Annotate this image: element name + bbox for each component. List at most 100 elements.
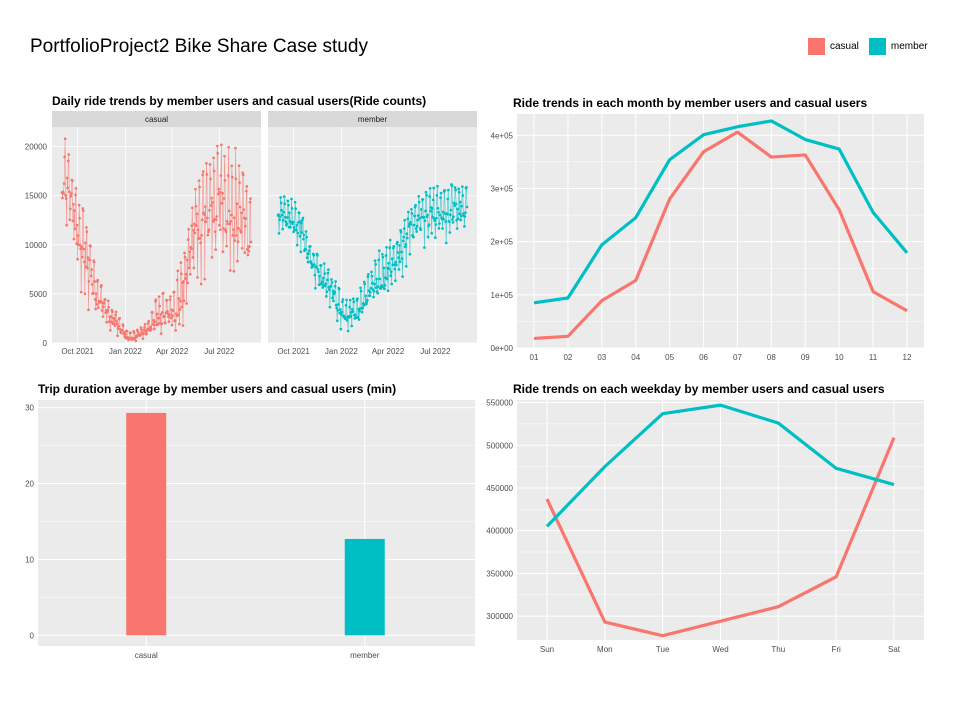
daily-point-member [457,190,461,194]
daily-point-casual [123,332,127,336]
daily-x-tick-label: Oct 2021 [61,347,94,356]
daily-point-casual [172,290,176,294]
daily-point-casual [221,191,224,195]
daily-point-casual [114,310,118,314]
daily-point-casual [157,295,161,299]
daily-point-casual [188,250,192,254]
duration-y-tick-label: 10 [25,555,34,564]
daily-point-casual [115,319,118,323]
monthly-x-tick-label: 05 [665,353,674,362]
daily-point-casual [81,207,85,210]
daily-point-member [363,282,367,286]
daily-point-member [374,286,378,290]
daily-point-casual [203,277,207,281]
daily-point-member [348,298,352,302]
daily-point-casual [103,297,107,301]
daily-point-member [282,210,286,214]
daily-point-member [351,297,355,301]
daily-point-member [463,225,466,228]
daily-point-member [434,223,438,226]
daily-point-member [300,231,304,234]
daily-point-member [378,277,382,281]
daily-point-member [424,190,428,194]
daily-point-member [314,286,317,290]
daily-point-member [404,243,408,246]
daily-point-member [376,291,380,295]
daily-point-member [380,284,384,287]
daily-x-tick-label: Apr 2022 [372,347,405,356]
daily-point-casual [197,179,201,182]
daily-point-member [365,300,369,304]
weekday-y-tick-label: 500000 [486,441,513,450]
daily-point-member [465,205,469,209]
daily-point-casual [217,187,221,191]
daily-point-member [421,198,425,201]
daily-point-casual [169,295,172,298]
daily-point-member [361,306,364,310]
daily-point-casual [182,279,185,283]
daily-point-casual [249,240,253,244]
daily-point-member [377,258,381,262]
daily-x-tick-label: Jul 2022 [204,347,235,356]
daily-point-casual [139,333,142,337]
daily-point-member [316,254,319,257]
daily-point-member [429,209,433,213]
daily-point-casual [166,310,169,313]
daily-point-casual [211,201,214,204]
daily-point-member [423,219,427,223]
daily-point-member [294,228,298,232]
daily-point-casual [66,186,70,190]
daily-point-casual [190,224,194,228]
daily-point-member [338,308,342,311]
daily-point-member [369,286,373,290]
daily-point-member [413,214,416,218]
daily-point-member [302,237,305,241]
monthly-x-tick-label: 02 [563,353,572,362]
daily-point-member [348,305,352,309]
daily-point-casual [225,244,228,248]
duration-panel-bg [38,400,475,646]
daily-point-member [416,218,420,222]
daily-point-casual [96,306,100,309]
daily-point-casual [200,233,204,237]
daily-point-member [396,251,400,254]
daily-point-member [334,303,338,307]
daily-point-casual [67,190,71,194]
duration-y-tick-label: 30 [25,404,34,413]
daily-point-casual [105,320,109,324]
daily-point-member [425,193,428,197]
daily-point-member [304,248,307,251]
daily-point-member [406,210,410,214]
daily-point-casual [143,322,147,326]
daily-point-member [390,282,394,286]
daily-point-member [296,231,300,235]
daily-point-member [441,227,444,230]
daily-point-member [331,296,334,300]
daily-point-casual [143,325,146,329]
daily-point-casual [66,159,70,163]
daily-point-member [388,246,391,250]
daily-point-casual [241,171,245,175]
daily-point-member [455,227,459,230]
daily-point-casual [168,298,172,301]
daily-point-casual [193,222,196,226]
daily-point-casual [101,315,105,318]
daily-point-casual [132,331,136,335]
daily-point-member [415,230,418,233]
daily-point-member [426,235,430,239]
daily-point-member [460,204,464,208]
daily-point-member [295,223,299,227]
weekday-y-tick-label: 550000 [486,399,513,408]
daily-point-casual [113,324,117,327]
daily-point-member [459,218,463,222]
monthly-x-tick-label: 07 [733,353,742,362]
daily-point-casual [86,266,89,270]
daily-point-casual [196,276,199,279]
daily-point-casual [221,250,225,254]
daily-point-member [357,318,361,321]
daily-point-member [446,188,450,192]
daily-point-casual [61,196,64,200]
daily-point-member [349,314,353,318]
daily-point-casual [145,332,148,336]
daily-point-member [307,252,310,255]
